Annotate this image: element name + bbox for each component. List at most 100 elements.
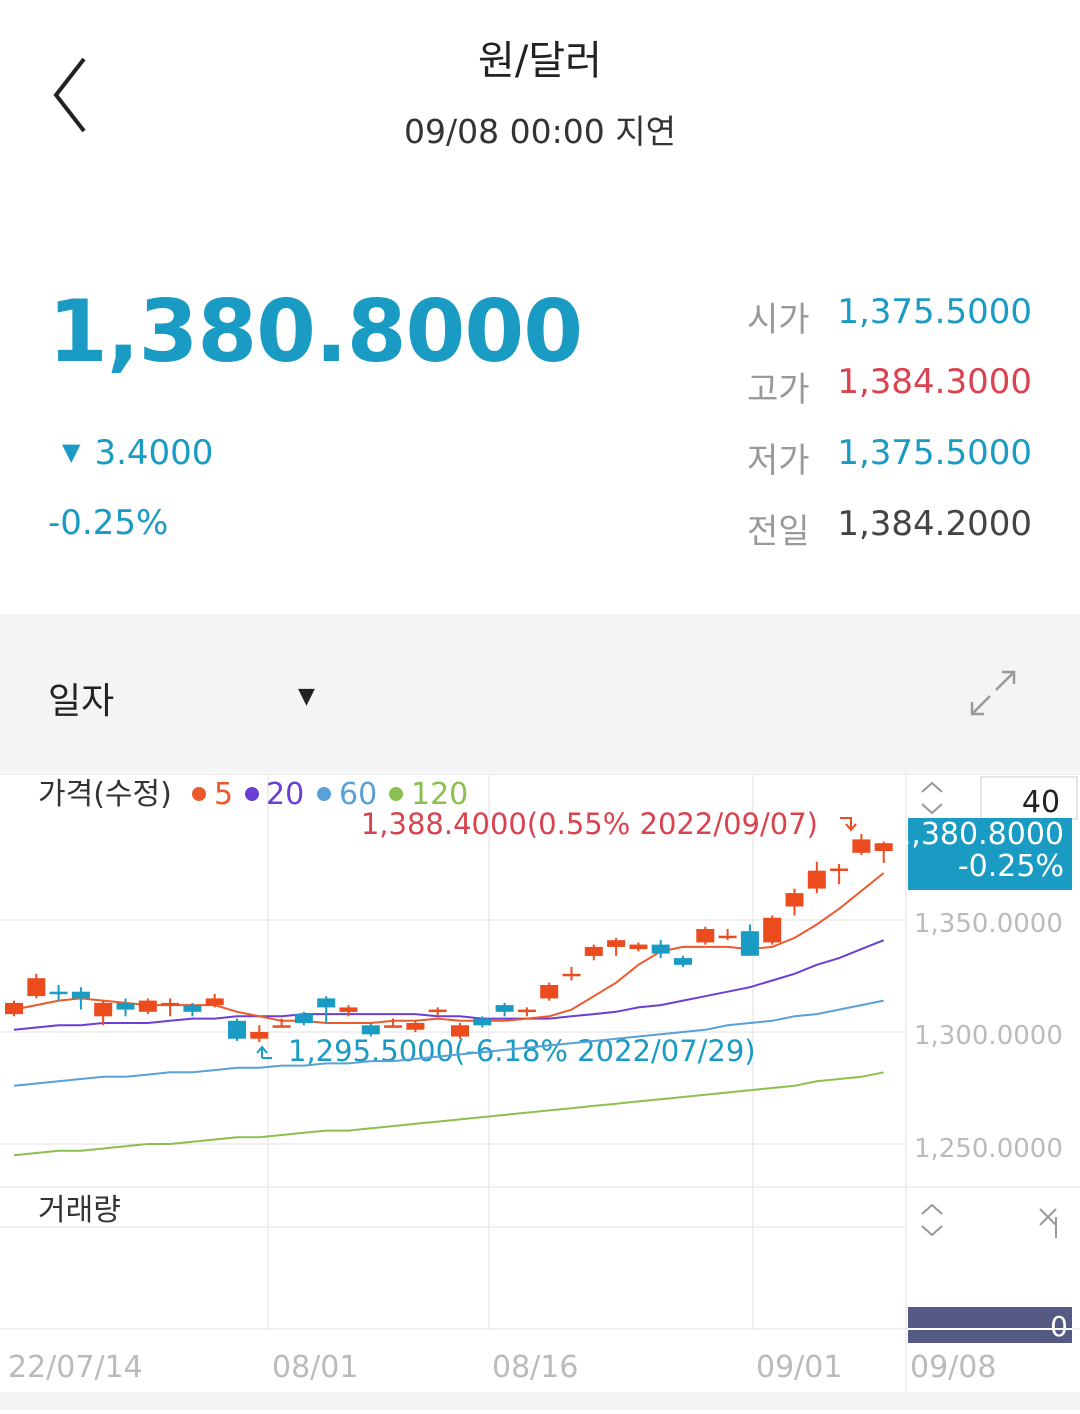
candle-body	[406, 1023, 425, 1030]
candle-body	[674, 958, 692, 965]
candle-body	[696, 929, 715, 943]
candle-body	[228, 1020, 246, 1039]
candle-body	[584, 946, 603, 956]
chart-grid	[0, 772, 1080, 1410]
current-price-tag	[908, 818, 1072, 890]
legend-dot-ma60	[317, 787, 331, 801]
legend-dot-ma20	[245, 787, 259, 801]
candle-body	[339, 1007, 358, 1012]
candle-body	[205, 998, 224, 1006]
current-price: 1,380.8000	[48, 282, 583, 382]
candle-body	[607, 940, 626, 947]
low-value: 1,375.5000	[837, 433, 1032, 473]
open-label: 시가	[747, 300, 810, 340]
price-panel-title: 가격(수정)	[38, 777, 172, 812]
candle-body	[428, 1009, 447, 1013]
candle-body	[49, 991, 68, 995]
ma60-polyline	[13, 999, 884, 1087]
open-value: 1,375.5000	[837, 292, 1032, 332]
ma120-line	[13, 1071, 884, 1157]
volume-panel-title: 거래량	[38, 1193, 121, 1228]
ma5-line	[13, 872, 885, 1024]
candle-body	[272, 1025, 291, 1028]
ma5-polyline	[13, 872, 885, 1024]
ma60-line	[13, 999, 884, 1087]
candle-body	[5, 1002, 23, 1015]
x-label-0901: 09/01	[756, 1350, 842, 1385]
candle-body	[94, 1002, 113, 1017]
candle-body	[874, 843, 893, 851]
ma20-line	[13, 939, 885, 1031]
candle-body	[807, 870, 826, 889]
y-tick-1250: 1,250.0000	[914, 1134, 1063, 1164]
candle-body	[183, 1005, 202, 1012]
candle-body	[317, 998, 336, 1008]
candle-body	[540, 985, 559, 999]
volume-value-tag	[908, 1307, 1072, 1343]
prev-close-value: 1,384.2000	[837, 504, 1032, 544]
x-label-0908: 09/08	[910, 1350, 996, 1385]
legend-dot-ma5	[192, 787, 206, 801]
price-scale-adjust-icon[interactable]	[921, 781, 943, 815]
candle-body	[161, 1002, 180, 1006]
candle-body	[250, 1032, 269, 1039]
low-marker-icon	[256, 1045, 272, 1059]
current-price-tag-value: 1,380.8000	[892, 817, 1064, 852]
zoom-box[interactable]	[980, 776, 1078, 820]
legend-ma20: 20	[266, 777, 304, 812]
price-change: ▼ 3.4000	[62, 433, 213, 473]
chart-controls-bar	[0, 614, 1080, 772]
candle-body	[629, 944, 648, 950]
candle-body	[138, 1000, 157, 1012]
high-label: 고가	[747, 370, 810, 410]
candle-body	[763, 917, 782, 943]
fullscreen-expand-icon[interactable]	[968, 668, 1018, 718]
legend-ma120: 120	[411, 777, 468, 812]
ma120-polyline	[13, 1071, 884, 1157]
candle-body	[785, 893, 804, 907]
candle-body	[451, 1025, 469, 1037]
down-triangle-icon: ▼	[62, 438, 81, 466]
close-volume-panel-icon[interactable]	[1039, 1208, 1057, 1226]
candle-body	[71, 991, 90, 999]
candle-body	[562, 973, 581, 977]
x-label-0714: 22/07/14	[8, 1350, 143, 1385]
legend-dot-ma120	[389, 787, 403, 801]
low-label: 저가	[747, 441, 810, 481]
candle-body	[830, 868, 849, 871]
candlesticks	[5, 833, 893, 1043]
candle-body	[384, 1025, 403, 1028]
chart-area: 가격(수정) 5 20 60 120 1,388.4000(0.55% 2022…	[0, 772, 1080, 1410]
candle-body	[718, 935, 737, 939]
candle-body	[361, 1025, 380, 1035]
x-label-0801: 08/01	[272, 1350, 358, 1385]
page-subtitle: 09/08 00:00 지연	[404, 112, 676, 151]
candle-body	[473, 1018, 492, 1026]
legend-ma60: 60	[339, 777, 377, 812]
candle-body	[116, 1002, 135, 1010]
candle-body	[852, 839, 871, 853]
candle-body	[517, 1009, 536, 1013]
volume-scale-adjust-icon[interactable]	[921, 1203, 943, 1237]
candle-body	[294, 1014, 313, 1024]
volume-value: 0	[1050, 1310, 1068, 1343]
caret-down-icon[interactable]: ▼	[298, 684, 315, 709]
bottom-strip	[0, 1392, 1080, 1410]
prev-close-label: 전일	[747, 512, 810, 552]
price-change-percent: -0.25%	[48, 503, 169, 543]
zoom-level[interactable]: 40	[1022, 785, 1060, 820]
candle-body	[27, 978, 46, 997]
y-tick-1300: 1,300.0000	[914, 1021, 1063, 1051]
page-title: 원/달러	[478, 38, 602, 84]
period-select[interactable]: 일자	[48, 681, 115, 722]
y-tick-1350: 1,350.0000	[914, 909, 1063, 939]
back-arrow-icon[interactable]	[50, 55, 94, 135]
legend-ma5: 5	[214, 777, 233, 812]
high-annotation: 1,388.4000(0.55% 2022/09/07)	[361, 807, 818, 841]
candle-body	[651, 944, 670, 954]
x-label-0816: 08/16	[492, 1350, 578, 1385]
price-chart-svg[interactable]: 가격(수정) 5 20 60 120 1,388.4000(0.55% 2022…	[0, 772, 1080, 1410]
price-change-value: 3.4000	[94, 433, 214, 473]
high-value: 1,384.3000	[837, 362, 1032, 402]
current-price-tag-change: -0.25%	[958, 849, 1064, 884]
